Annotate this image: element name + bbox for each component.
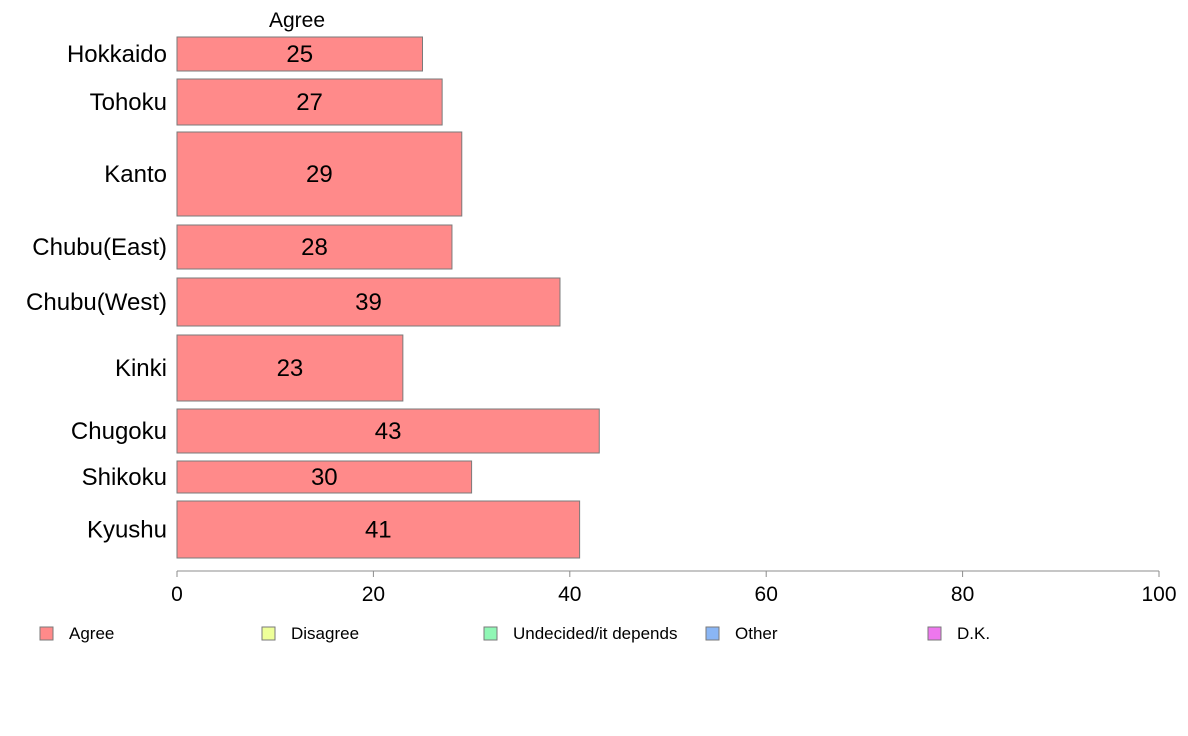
category-label: Hokkaido bbox=[67, 41, 167, 68]
legend-swatch bbox=[483, 626, 498, 641]
legend-swatch bbox=[261, 626, 276, 641]
bar-value-label: 23 bbox=[277, 355, 304, 382]
category-labels: Hokkaido Tohoku Kanto Chubu(East) Chubu(West… bbox=[26, 41, 167, 544]
legend-label: Agree bbox=[69, 624, 114, 643]
bar-chubu-west--series-0 bbox=[176, 277, 561, 327]
bar-shikoku-series-0 bbox=[176, 460, 473, 494]
bar-value-label: 39 bbox=[355, 289, 382, 316]
legend-swatch bbox=[927, 626, 942, 641]
bar-chugoku-series-0 bbox=[176, 408, 600, 454]
bar-value-label: 29 bbox=[306, 161, 333, 188]
x-tick-label: 0 bbox=[171, 583, 183, 606]
bar-value-label: 28 bbox=[301, 234, 328, 261]
x-tick-label: 20 bbox=[362, 583, 385, 606]
legend-swatch bbox=[39, 626, 54, 641]
bar-value-label: 27 bbox=[296, 89, 323, 116]
x-tick-label: 100 bbox=[1141, 583, 1176, 606]
bar-value-label: 41 bbox=[365, 517, 392, 544]
category-label: Tohoku bbox=[90, 89, 167, 116]
category-label: Chubu(West) bbox=[26, 289, 167, 316]
legend: Agree Disagree Undecided/it depends Other D.… bbox=[39, 624, 990, 643]
bars-layer: 25 27 29 28 39 23 43 30 41 bbox=[176, 36, 600, 559]
x-tick-label: 40 bbox=[558, 583, 581, 606]
x-tick-label: 80 bbox=[951, 583, 974, 606]
bar-hokkaido-series-0 bbox=[176, 36, 423, 72]
bar-kanto-series-0 bbox=[176, 131, 463, 217]
bar-chubu-east--series-0 bbox=[176, 224, 453, 270]
category-label: Kyushu bbox=[87, 517, 167, 544]
category-label: Chubu(East) bbox=[32, 234, 167, 261]
legend-label: Other bbox=[735, 624, 778, 643]
category-label: Shikoku bbox=[82, 464, 167, 491]
legend-label: Undecided/it depends bbox=[513, 624, 677, 643]
category-label: Kinki bbox=[115, 355, 167, 382]
x-axis: 0 20 40 60 80 100 bbox=[171, 570, 1177, 606]
bar-kyushu-series-0 bbox=[176, 500, 581, 559]
bar-value-label: 25 bbox=[286, 41, 313, 68]
legend-label: Disagree bbox=[291, 624, 359, 643]
category-label: Kanto bbox=[104, 161, 167, 188]
x-tick-label: 60 bbox=[755, 583, 778, 606]
legend-swatch bbox=[705, 626, 720, 641]
bar-value-label: 30 bbox=[311, 464, 338, 491]
bar-value-label: 43 bbox=[375, 418, 402, 445]
category-label: Chugoku bbox=[71, 418, 167, 445]
column-header: Agree bbox=[269, 9, 325, 32]
bar-tohoku-series-0 bbox=[176, 78, 443, 126]
bar-kinki-series-0 bbox=[176, 334, 404, 402]
legend-label: D.K. bbox=[957, 624, 990, 643]
